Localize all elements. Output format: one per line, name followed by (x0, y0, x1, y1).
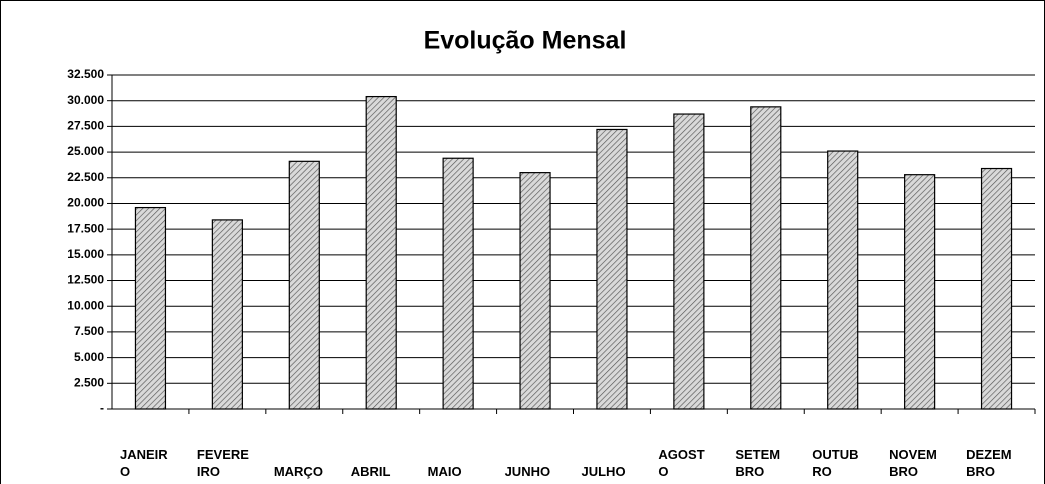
x-tick-label: MAIO (427, 464, 462, 479)
x-tick-label: ABRIL (350, 464, 391, 479)
bar (134, 206, 167, 410)
x-tick-label: SETEMBRO (735, 447, 781, 479)
y-tick-label: 30.000 (67, 93, 104, 107)
y-tick-label: 12.500 (67, 273, 104, 287)
chart-title: Evolução Mensal (424, 27, 627, 55)
y-tick-label: - (100, 401, 104, 415)
y-tick-label: 10.000 (67, 298, 104, 312)
y-tick-label: 27.500 (67, 119, 104, 133)
x-tick-label: JULHO (581, 464, 626, 479)
y-tick-label: 7.500 (74, 324, 104, 338)
y-tick-label: 20.000 (67, 196, 104, 210)
x-tick-label: DEZEMBRO (966, 447, 1012, 479)
x-tick-label: OUTUBRO (812, 447, 859, 479)
y-tick-label: 15.000 (67, 247, 104, 261)
bar (365, 95, 397, 410)
bar (904, 174, 936, 410)
y-tick-label: 17.500 (67, 221, 104, 235)
bar (673, 113, 705, 410)
y-tick-label: 5.000 (74, 350, 104, 364)
x-tick-label: MARÇO (273, 464, 323, 479)
x-tick-label: FEVEREIRO (196, 447, 249, 479)
x-tick-label: AGOSTO (658, 447, 705, 479)
bar (442, 157, 474, 410)
x-tick-label: JANEIRO (120, 447, 168, 479)
bar (750, 106, 782, 410)
bar (211, 219, 243, 410)
y-tick-label: 2.500 (74, 375, 104, 389)
y-tick-label: 22.500 (67, 170, 104, 184)
y-tick-label: 32.500 (67, 67, 104, 81)
y-tick-label: 25.000 (67, 144, 104, 158)
bar (288, 160, 320, 410)
x-tick-label: JUNHO (504, 464, 551, 479)
bar (519, 172, 551, 410)
bar (827, 150, 859, 410)
bar (980, 167, 1013, 410)
bar (596, 128, 628, 410)
x-tick-label: NOVEMBRO (889, 447, 937, 479)
